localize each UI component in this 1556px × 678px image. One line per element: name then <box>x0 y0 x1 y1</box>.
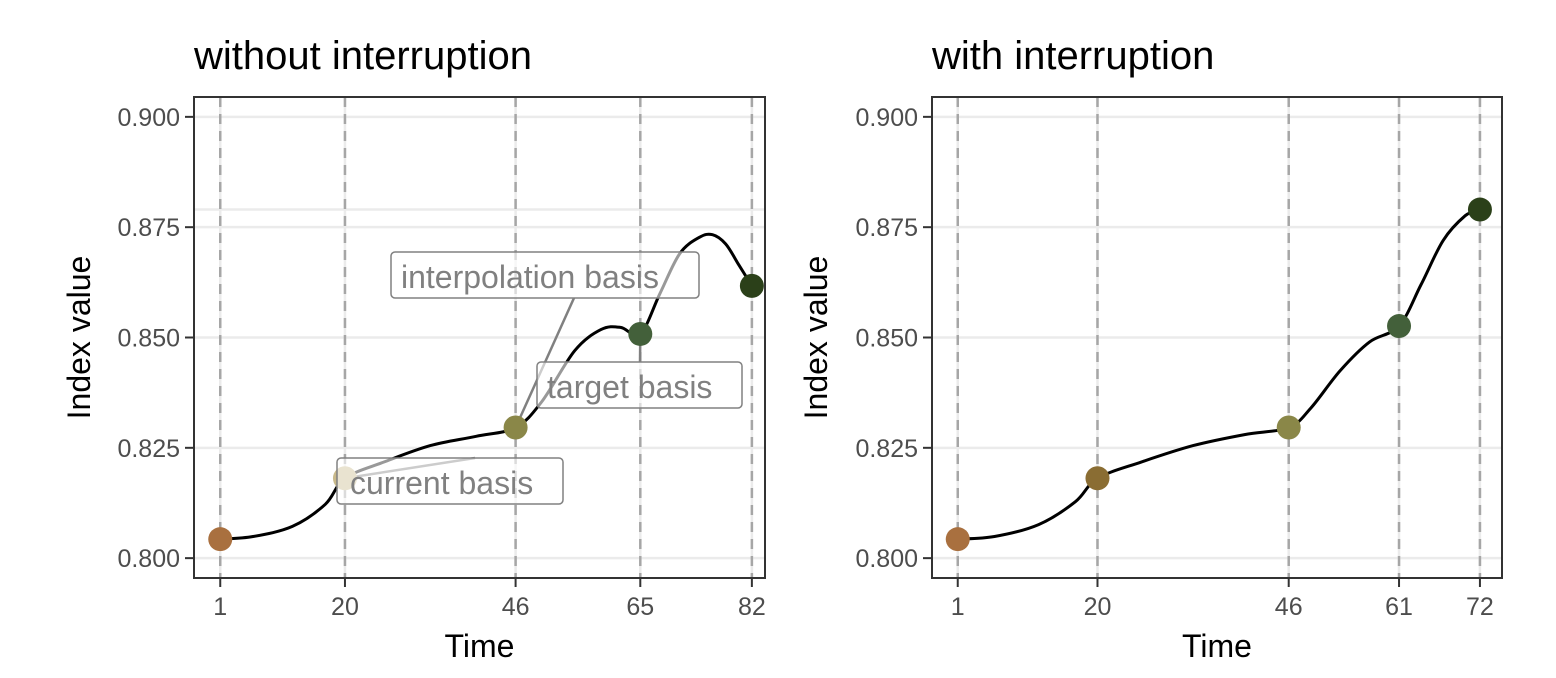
basis-point <box>1085 466 1110 491</box>
x-tick-label: 20 <box>331 593 359 621</box>
x-tick-label: 82 <box>738 593 766 621</box>
x-axis-title: Time <box>1182 628 1252 664</box>
y-axis-title: Index value <box>61 256 97 420</box>
y-tick-label: 0.875 <box>855 214 918 242</box>
y-tick-label: 0.800 <box>117 545 180 573</box>
x-tick-label: 1 <box>951 593 965 621</box>
annotation-label: target basis <box>547 369 712 405</box>
y-tick-label: 0.825 <box>117 435 180 463</box>
x-tick-label: 61 <box>1385 593 1413 621</box>
x-tick-label: 46 <box>502 593 530 621</box>
annotation-box <box>336 457 564 505</box>
index-curve <box>957 208 1481 541</box>
panel-title: without interruption <box>193 34 532 78</box>
annotation-label: interpolation basis <box>401 259 659 295</box>
y-tick-label: 0.900 <box>855 104 918 132</box>
y-axis-title: Index value <box>798 256 834 420</box>
basis-point <box>739 273 764 298</box>
chart-panel-1: current basis interpolation basis target b… <box>61 34 766 664</box>
x-tick-label: 1 <box>213 593 227 621</box>
y-tick-label: 0.900 <box>117 104 180 132</box>
basis-point <box>503 415 528 440</box>
basis-point <box>945 527 970 552</box>
panel-title: with interruption <box>931 34 1214 78</box>
x-tick-label: 20 <box>1084 593 1112 621</box>
index-curve <box>220 232 754 541</box>
annotation-box <box>390 251 700 299</box>
x-tick-label: 46 <box>1275 593 1303 621</box>
y-tick-label: 0.825 <box>855 435 918 463</box>
y-tick-label: 0.850 <box>117 325 180 353</box>
annotation-box <box>536 361 743 409</box>
x-tick-label: 72 <box>1466 593 1494 621</box>
x-axis-title: Time <box>445 628 515 664</box>
basis-point <box>628 321 653 346</box>
x-tick-label: 65 <box>626 593 654 621</box>
annotation-label: current basis <box>350 465 533 501</box>
basis-point <box>1387 314 1412 339</box>
y-tick-label: 0.875 <box>117 214 180 242</box>
chart-panel-2: 0.800 0.825 0.850 0.875 0.900 1 20 46 61 72 Time In… <box>798 34 1503 664</box>
basis-point <box>208 527 233 552</box>
basis-point <box>1467 197 1492 222</box>
y-tick-label: 0.800 <box>855 545 918 573</box>
y-tick-label: 0.850 <box>855 325 918 353</box>
basis-point <box>1276 415 1301 440</box>
